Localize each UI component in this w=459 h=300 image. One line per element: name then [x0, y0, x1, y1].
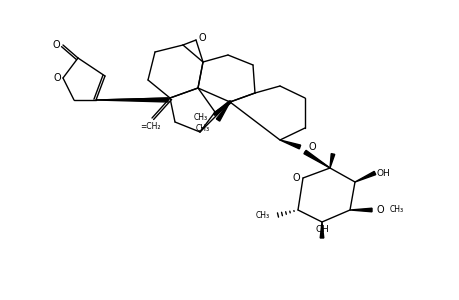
- Text: CH₃: CH₃: [255, 211, 269, 220]
- Polygon shape: [349, 208, 371, 212]
- Text: O: O: [308, 142, 315, 152]
- Polygon shape: [319, 222, 323, 238]
- Text: OH: OH: [375, 169, 389, 178]
- Polygon shape: [216, 102, 230, 121]
- Text: O: O: [198, 33, 205, 43]
- Text: O: O: [376, 205, 384, 215]
- Text: CH₃: CH₃: [193, 112, 207, 122]
- Polygon shape: [96, 98, 168, 102]
- Text: =CH₂: =CH₂: [140, 122, 160, 130]
- Text: O: O: [291, 173, 299, 183]
- Text: O: O: [53, 73, 61, 83]
- Polygon shape: [354, 171, 375, 182]
- Text: CH₃: CH₃: [196, 124, 210, 133]
- Polygon shape: [280, 140, 300, 149]
- Text: OH: OH: [314, 226, 328, 235]
- Polygon shape: [329, 154, 334, 168]
- Polygon shape: [303, 150, 329, 168]
- Text: CH₃: CH₃: [389, 206, 403, 214]
- Text: O: O: [52, 40, 60, 50]
